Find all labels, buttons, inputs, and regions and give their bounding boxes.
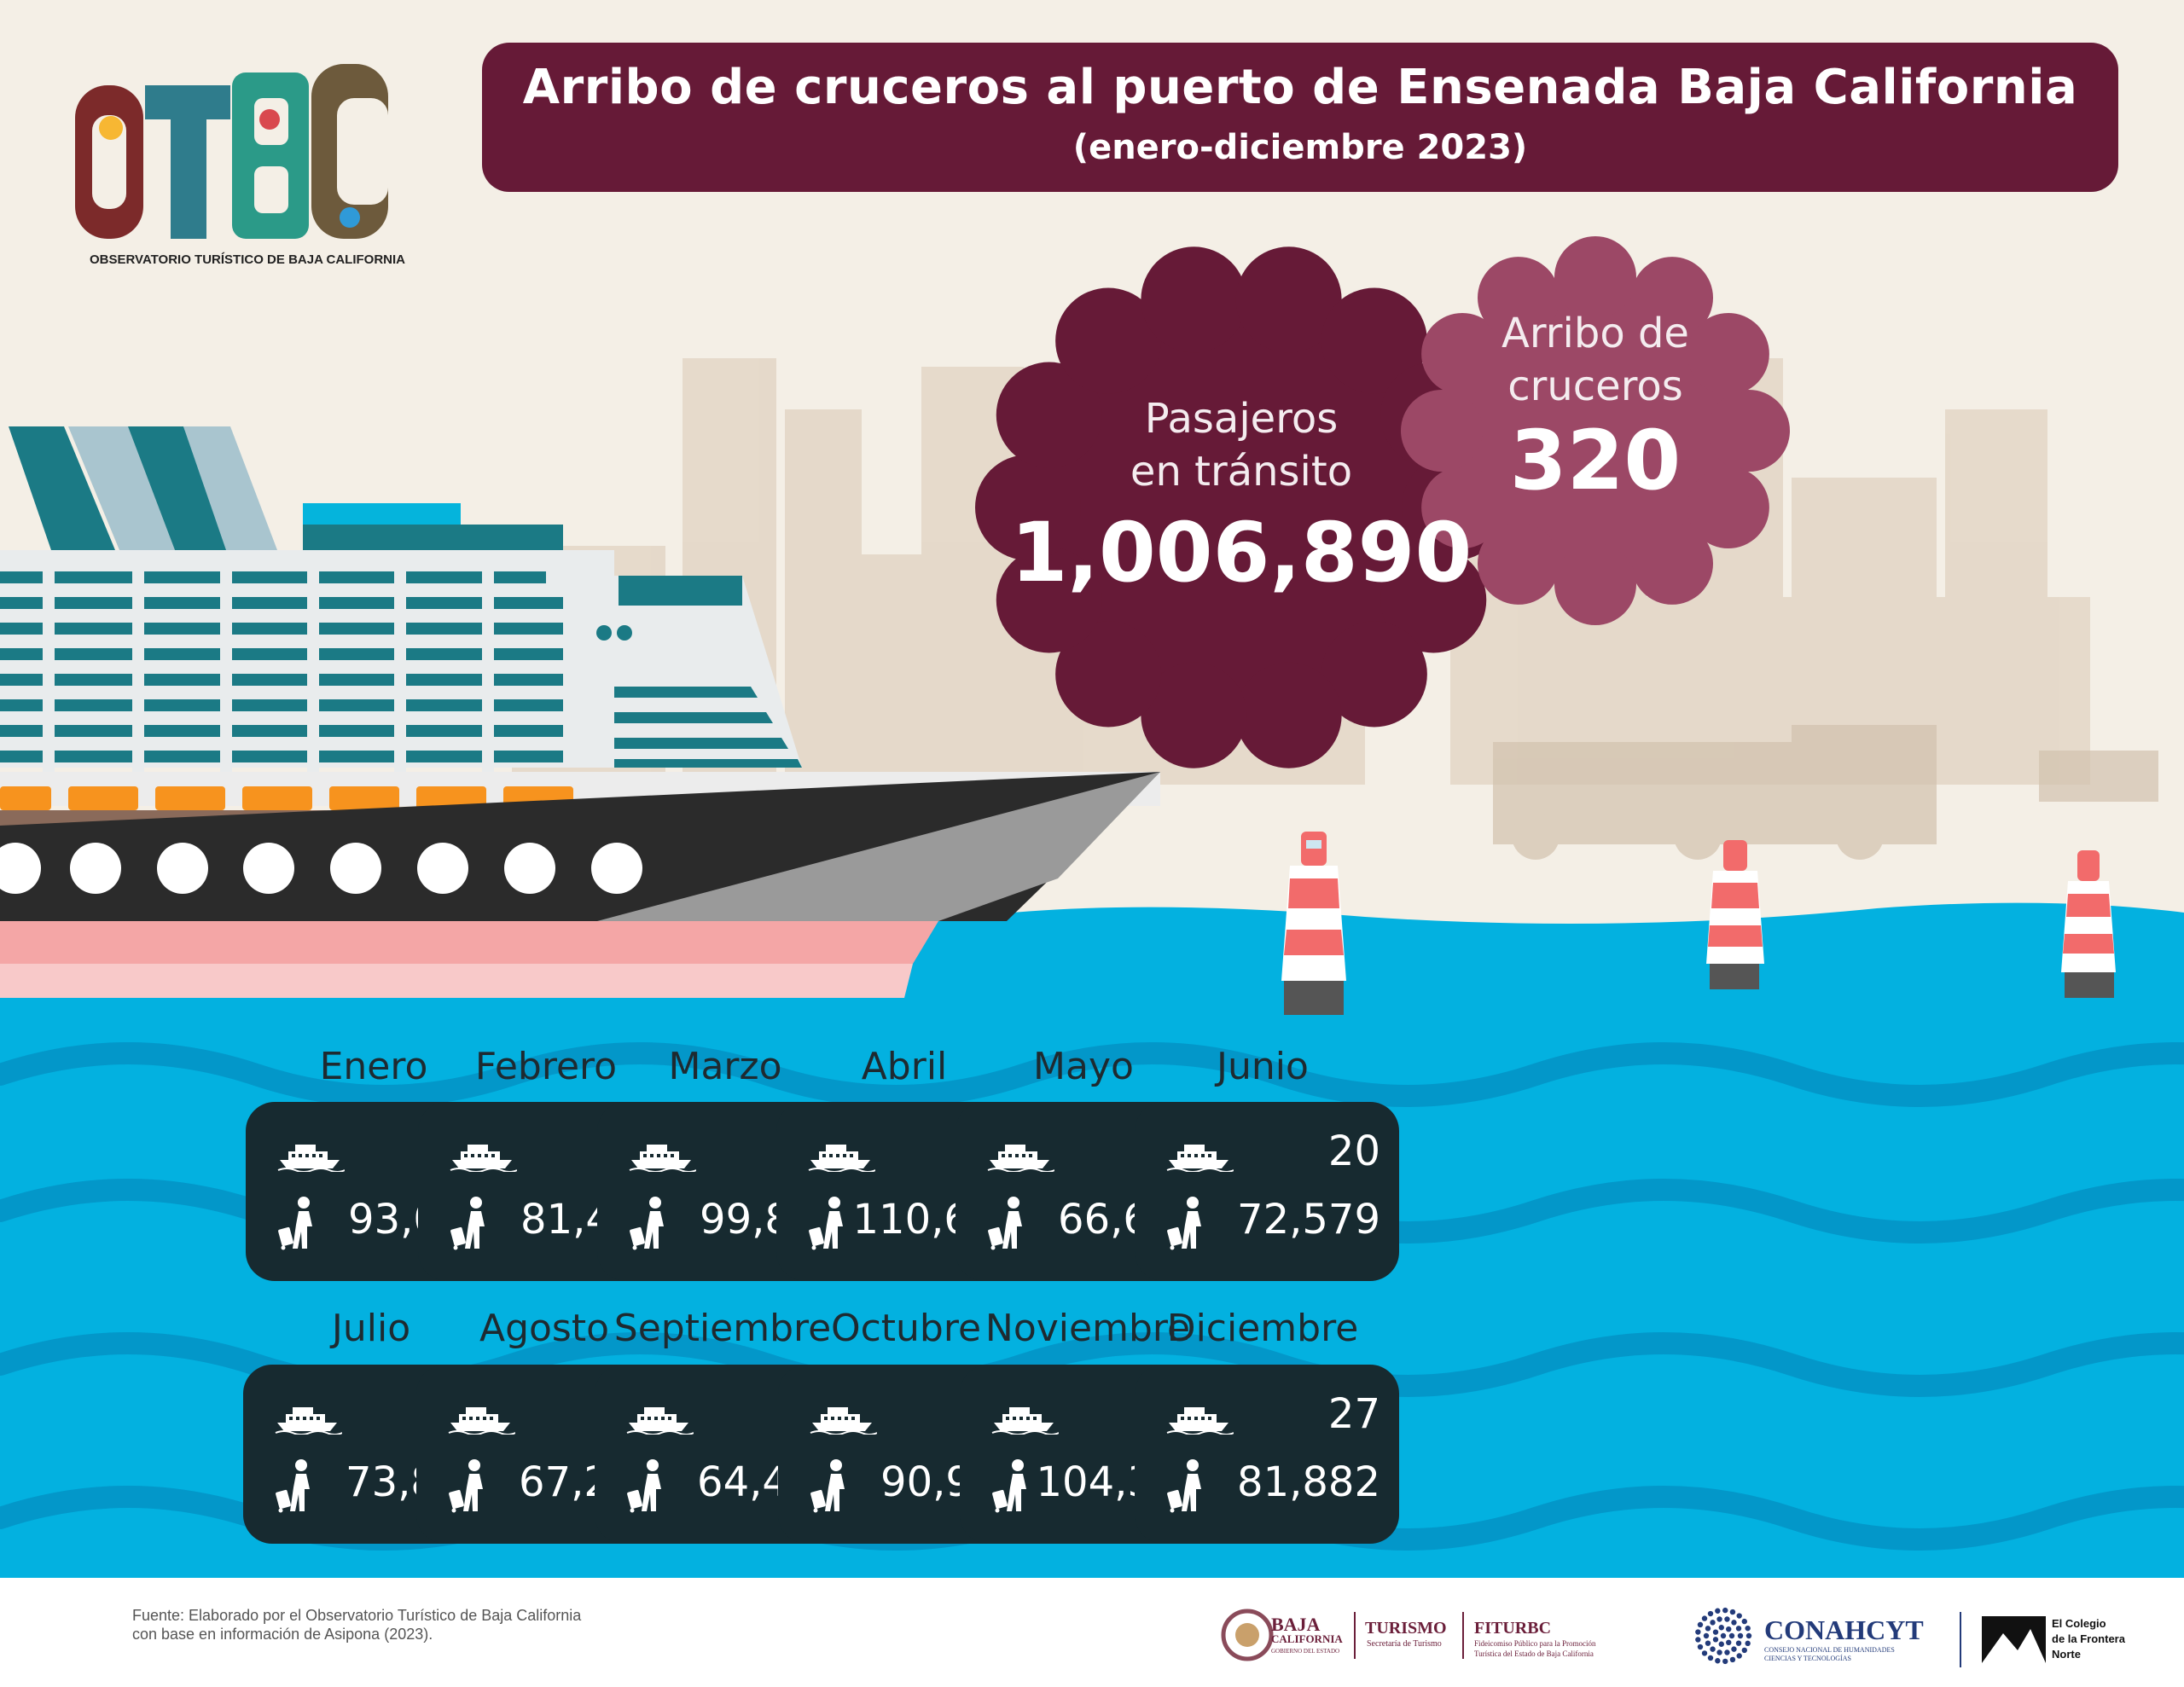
traveler-icon xyxy=(444,1458,493,1513)
month-card: 27 81,882 xyxy=(1135,1365,1399,1544)
month-name: Febrero xyxy=(474,1045,618,1088)
month-name: Mayo xyxy=(1033,1045,1134,1088)
month-name: Julio xyxy=(331,1307,411,1350)
cruise-count: 20 xyxy=(1327,1128,1380,1175)
page-subtitle: (enero-diciembre 2023) xyxy=(1072,128,1528,167)
cruises-label-1: Arribo de xyxy=(1502,310,1689,357)
cruise-ship-icon xyxy=(1165,1400,1234,1435)
cruise-ship-icon xyxy=(449,1138,518,1173)
cruise-ship-icon xyxy=(807,1138,876,1173)
passengers-label-2: en tránsito xyxy=(1130,448,1353,496)
month-name: Diciembre xyxy=(1166,1307,1359,1350)
cruise-ship-icon xyxy=(1165,1138,1234,1173)
buoy-3 xyxy=(2061,850,2116,998)
fiturbc-sub-text-1: Fideicomiso Público para la Promoción xyxy=(1474,1639,1596,1648)
california-logo-text: CALIFORNIA xyxy=(1271,1632,1343,1645)
fiturbc-logo-text: FITURBC xyxy=(1474,1619,1552,1638)
title-banner: Arribo de cruceros al puerto de Ensenada… xyxy=(482,43,2118,192)
cruise-ship-icon xyxy=(990,1400,1060,1435)
baja-california-seal xyxy=(1221,1609,1274,1661)
colef-mountain-icon xyxy=(1982,1616,2046,1663)
conahcyt-logo-text: CONAHCYT xyxy=(1764,1615,1924,1645)
traveler-icon xyxy=(624,1196,674,1250)
baja-logo-text: BAJA xyxy=(1271,1614,1321,1635)
passenger-count: 72,579 xyxy=(1237,1196,1380,1244)
traveler-icon xyxy=(622,1458,671,1513)
buoy-1 xyxy=(1281,832,1346,1015)
traveler-icon xyxy=(805,1458,855,1513)
traveler-icon xyxy=(1162,1458,1211,1513)
cruise-ship-icon xyxy=(625,1400,694,1435)
cruise-ship-icon xyxy=(628,1138,697,1173)
month-name: Junio xyxy=(1217,1045,1309,1088)
conahcyt-sub-text-2: CIENCIAS Y TECNOLOGÍAS xyxy=(1764,1655,1851,1662)
logo-caption: OBSERVATORIO TURÍSTICO DE BAJA CALIFORNI… xyxy=(89,252,406,267)
month-name: Agosto xyxy=(479,1307,610,1350)
gobierno-logo-text: GOBIERNO DEL ESTADO xyxy=(1271,1648,1340,1655)
cruise-ship-icon xyxy=(986,1138,1055,1173)
cruises-badge xyxy=(1401,236,1790,625)
conahcyt-dots-icon xyxy=(1695,1607,1752,1665)
passengers-value: 1,006,890 xyxy=(1010,505,1472,600)
traveler-icon xyxy=(1162,1196,1211,1250)
turismo-sub-text: Secretaría de Turismo xyxy=(1367,1639,1442,1649)
colef-text-1: El Colegio xyxy=(2052,1617,2106,1630)
turismo-logo-text: TURISMO xyxy=(1365,1619,1447,1638)
buoy-2 xyxy=(1706,840,1764,989)
traveler-icon xyxy=(445,1196,495,1250)
cruise-ship-icon xyxy=(809,1400,878,1435)
cruise-ship-icon xyxy=(276,1138,346,1173)
source-line-1: Fuente: Elaborado por el Observatorio Tu… xyxy=(132,1607,582,1624)
cruise-count: 27 xyxy=(1327,1390,1380,1438)
month-name: Noviembre xyxy=(985,1307,1191,1350)
page-title: Arribo de cruceros al puerto de Ensenada… xyxy=(522,60,2078,115)
colef-text-2: de la Frontera xyxy=(2052,1632,2125,1645)
month-name: Octubre xyxy=(830,1307,982,1350)
traveler-icon xyxy=(804,1196,853,1250)
cruise-ship-icon xyxy=(447,1400,516,1435)
month-name: Septiembre xyxy=(613,1307,832,1350)
month-name: Abril xyxy=(861,1045,948,1088)
month-card: 20 72,579 xyxy=(1135,1102,1399,1281)
traveler-icon xyxy=(987,1458,1037,1513)
source-note: Fuente: Elaborado por el Observatorio Tu… xyxy=(132,1606,581,1644)
source-line-2: con base en información de Asipona (2023… xyxy=(132,1626,433,1643)
passengers-badge xyxy=(975,246,1507,768)
colef-text-3: Norte xyxy=(2052,1648,2081,1661)
month-name: Marzo xyxy=(668,1045,782,1088)
passenger-count: 81,882 xyxy=(1237,1458,1380,1506)
conahcyt-sub-text-1: CONSEJO NACIONAL DE HUMANIDADES xyxy=(1764,1646,1895,1654)
traveler-icon xyxy=(273,1196,322,1250)
cruises-value: 320 xyxy=(1509,413,1682,508)
traveler-icon xyxy=(983,1196,1032,1250)
fiturbc-sub-text-2: Turística del Estado de Baja California xyxy=(1474,1649,1594,1658)
traveler-icon xyxy=(270,1458,320,1513)
month-name: Enero xyxy=(319,1045,428,1088)
cruise-ship-icon xyxy=(274,1400,343,1435)
cruises-stat: Arribo de cruceros 320 xyxy=(1408,307,1783,508)
cruises-label-2: cruceros xyxy=(1507,362,1683,410)
passengers-stat: Pasajeros en tránsito 1,006,890 xyxy=(981,392,1502,600)
otbc-logo xyxy=(75,64,388,239)
passengers-label-1: Pasajeros xyxy=(1144,395,1339,443)
cruise-ship-illustration xyxy=(0,426,1160,998)
